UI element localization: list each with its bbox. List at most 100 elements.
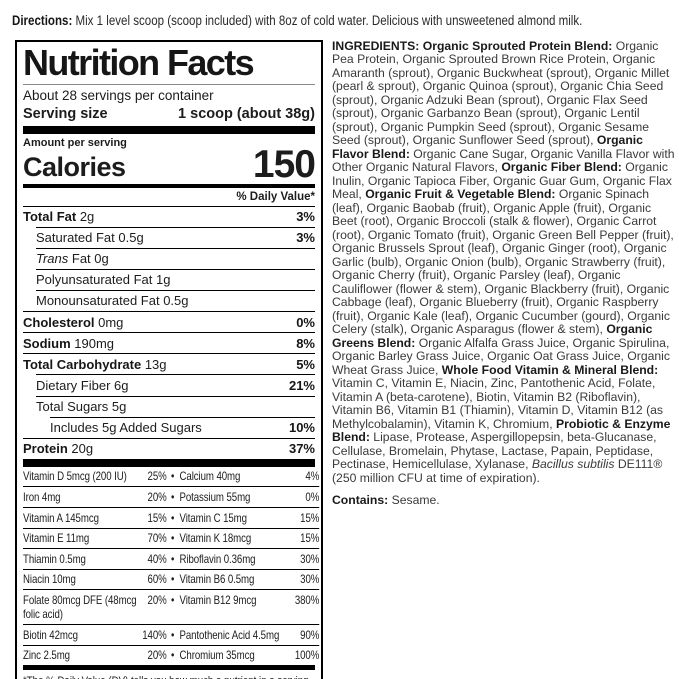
- contains-paragraph: Contains: Sesame.: [332, 492, 677, 507]
- nutrient-name: Polyunsaturated Fat 1g: [36, 272, 171, 288]
- servings-per-container: About 28 servings per container: [23, 87, 214, 103]
- nutrition-facts-title: Nutrition Facts: [23, 42, 255, 83]
- micronutrient-rows: Vitamin D 5mcg (200 IU) 25% • Calcium 40mg 4…: [23, 467, 319, 666]
- micronutrient-dv: 15%: [300, 510, 320, 525]
- blend-heading: Contains:: [332, 492, 389, 507]
- section-bar: [23, 183, 315, 188]
- ingredient-text: Organic Alfalfa Grass Juice, Organic Spi…: [332, 335, 670, 377]
- micronutrient-row: Folate 80mcg DFE (48mcg folic acid) 20% • V…: [23, 589, 319, 624]
- bullet-separator: •: [171, 490, 175, 505]
- bullet-separator: •: [171, 510, 175, 525]
- micronutrient-dv: 15%: [300, 531, 320, 546]
- section-bar: [23, 458, 315, 467]
- nutrient-row: Cholesterol 0mg 0%: [23, 311, 315, 332]
- blend-heading: Organic Greens Blend:: [332, 322, 653, 350]
- micronutrient-dv: 380%: [294, 592, 320, 607]
- bullet-separator: •: [171, 531, 175, 546]
- section-bar: [23, 125, 315, 134]
- nutrient-row: Dietary Fiber 6g 21%: [36, 374, 315, 395]
- daily-value-header: % Daily Value*: [23, 188, 315, 207]
- nutrient-row: Polyunsaturated Fat 1g: [36, 268, 315, 290]
- micronutrient-dv: 0%: [305, 490, 320, 505]
- micronutrient-name: Vitamin C 15mg: [179, 510, 247, 525]
- micronutrient-dv: 30%: [300, 551, 320, 566]
- micronutrient-name: Riboflavin 0.36mg: [179, 551, 256, 566]
- micronutrient-row: Iron 4mg 20% • Potassium 55mg 0%: [23, 486, 319, 507]
- bullet-separator: •: [171, 572, 175, 587]
- amount-per-serving-label: Amount per serving: [23, 136, 127, 149]
- micronutrient-name: Chromium 35mcg: [179, 648, 255, 663]
- bullet-separator: •: [171, 627, 175, 642]
- nutrient-row: Includes 5g Added Sugars 10%: [50, 416, 315, 438]
- nutrient-row: Total Sugars 5g: [36, 395, 315, 417]
- micronutrient-dv: 25%: [147, 469, 167, 484]
- blend-heading: Probiotic & Enzyme Blend:: [332, 416, 671, 445]
- micronutrient-name: Vitamin A 145mcg: [23, 510, 99, 525]
- micronutrient-name: Vitamin K 18mcg: [179, 531, 252, 546]
- serving-size-row: Serving size 1 scoop (about 38g): [23, 106, 315, 122]
- micronutrient-name: Vitamin D 5mcg (200 IU): [23, 469, 127, 484]
- nutrient-name: Total Sugars 5g: [36, 398, 127, 414]
- nutrient-row: Saturated Fat 0.5g 3%: [36, 226, 315, 248]
- micronutrient-name: Biotin 42mcg: [23, 627, 78, 642]
- nutrient-row: Protein 20g 37%: [23, 437, 315, 459]
- ingredient-text: Organic Spinach (leaf), Organic Baobab (…: [332, 187, 674, 337]
- nutrient-row: Sodium 190mg 8%: [23, 332, 315, 353]
- ingredient-text: Vitamin C, Vitamin E, Niacin, Zinc, Pant…: [332, 376, 664, 431]
- micronutrient-row: Zinc 2.5mg 20% • Chromium 35mcg 100%: [23, 644, 319, 666]
- ingredients-paragraph: INGREDIENTS: Organic Sprouted Protein Bl…: [332, 39, 677, 485]
- nutrient-row: Trans Fat 0g: [36, 247, 315, 269]
- directions-label: Directions:: [12, 13, 73, 28]
- micronutrient-name: Potassium 55mg: [179, 490, 251, 505]
- nutrient-dv: 3%: [296, 230, 315, 246]
- micronutrient-row: Vitamin D 5mcg (200 IU) 25% • Calcium 40mg 4…: [23, 467, 319, 487]
- calories-label: Calories: [23, 151, 126, 182]
- nutrient-name: Protein 20g: [23, 441, 94, 457]
- bullet-separator: •: [171, 592, 175, 607]
- micronutrient-row: Thiamin 0.5mg 40% • Riboflavin 0.36mg 30%: [23, 548, 319, 569]
- daily-value-footnote: *The % Daily Value (DV) tells you how mu…: [23, 674, 319, 679]
- nutrient-dv: 21%: [288, 377, 315, 393]
- micronutrient-name: Folate 80mcg DFE (48mcg folic acid): [23, 592, 137, 622]
- micronutrient-dv: 40%: [147, 551, 167, 566]
- micronutrient-row: Niacin 10mg 60% • Vitamin B6 0.5mg 30%: [23, 568, 319, 590]
- nutrient-name: Trans Fat 0g: [36, 251, 109, 267]
- ingredient-text: Organic Cane Sugar, Organic Vanilla Flav…: [332, 146, 675, 175]
- micronutrient-name: Vitamin B6 0.5mg: [179, 572, 255, 587]
- calories-value: 150: [252, 142, 316, 186]
- nutrient-dv: 5%: [296, 356, 315, 372]
- nutrient-dv: 0%: [296, 314, 315, 330]
- bullet-separator: •: [171, 551, 175, 566]
- blend-heading: Organic Flavor Blend:: [332, 133, 643, 161]
- micronutrient-dv: 140%: [142, 627, 167, 642]
- ingredient-text: Sesame.: [388, 492, 440, 507]
- nutrient-row: Total Carbohydrate 13g 5%: [23, 353, 315, 374]
- micronutrient-name: Iron 4mg: [23, 490, 61, 505]
- nutrient-name: Total Fat 2g: [23, 208, 95, 224]
- micronutrient-name: Vitamin E 11mg: [23, 531, 90, 546]
- serving-size-value: 1 scoop (about 38g): [178, 105, 315, 122]
- micronutrient-dv: 20%: [147, 592, 167, 607]
- micronutrient-row: Vitamin A 145mcg 15% • Vitamin C 15mg 15%: [23, 507, 319, 528]
- nutrient-name: Sodium 190mg: [23, 335, 115, 351]
- nutrient-name: Saturated Fat 0.5g: [36, 230, 144, 246]
- micronutrient-name: Thiamin 0.5mg: [23, 551, 86, 566]
- micronutrient-dv: 20%: [147, 648, 167, 663]
- serving-size-label: Serving size: [23, 105, 108, 122]
- blend-heading: Whole Food Vitamin & Mineral Blend:: [441, 362, 659, 377]
- nutrient-row: Total Fat 2g 3%: [23, 207, 315, 227]
- nutrient-name: Monounsaturated Fat 0.5g: [36, 293, 189, 309]
- micronutrient-row: Biotin 42mcg 140% • Pantothenic Acid 4.5mg 9…: [23, 624, 319, 645]
- micronutrient-dv: 90%: [300, 627, 320, 642]
- micronutrient-name: Niacin 10mg: [23, 572, 76, 587]
- nutrient-rows: Total Fat 2g 3% Saturated Fat 0.5g 3% Trans …: [23, 207, 315, 459]
- nutrient-dv: 8%: [296, 335, 315, 351]
- nutrient-name: Total Carbohydrate 13g: [23, 356, 167, 372]
- nutrient-dv: 37%: [288, 441, 315, 457]
- nutrition-facts-panel: Nutrition Facts About 28 servings per co…: [15, 40, 323, 679]
- ingredient-text: Lipase, Protease, Aspergillopepsin, beta…: [332, 430, 657, 472]
- blend-heading: Organic Fruit & Vegetable Blend:: [365, 187, 556, 202]
- nutrient-name: Dietary Fiber 6g: [36, 377, 129, 393]
- micronutrient-name: Zinc 2.5mg: [23, 648, 70, 663]
